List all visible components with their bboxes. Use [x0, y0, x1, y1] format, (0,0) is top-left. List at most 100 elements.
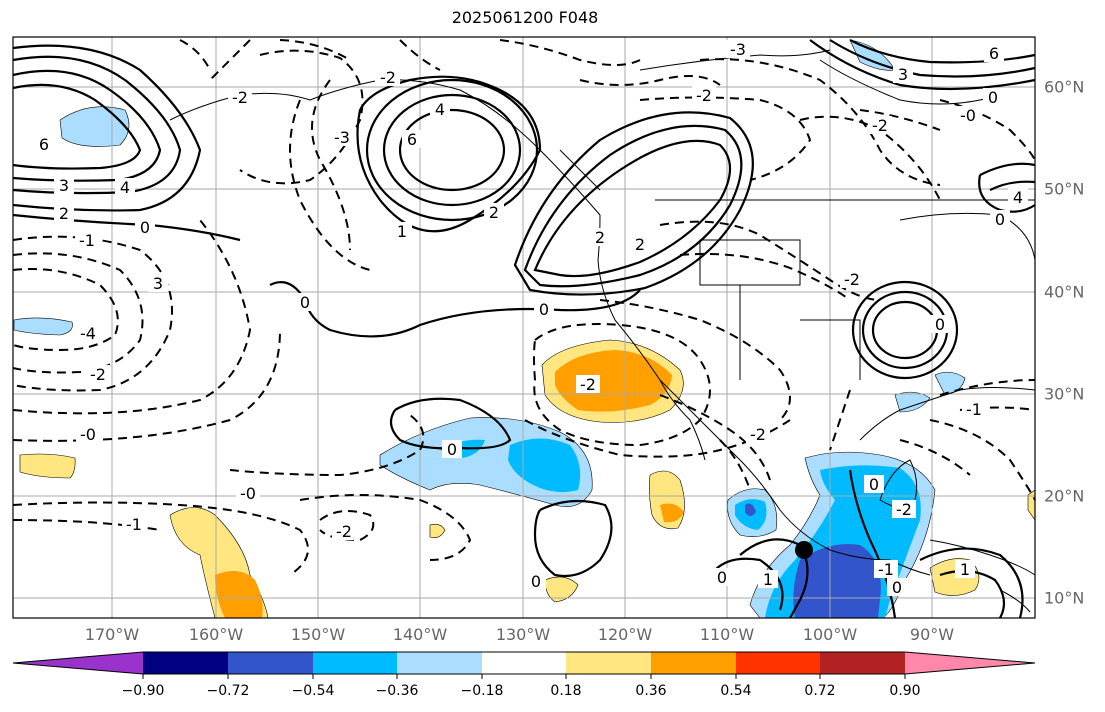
colorbar-swatch [651, 652, 736, 674]
fill-blue [745, 503, 756, 516]
contour-label: 0 [869, 475, 879, 494]
contour-label: -2 [872, 116, 888, 135]
contour-label: 3 [59, 176, 69, 195]
contour-label: -1 [126, 515, 142, 534]
contour-label: -0 [80, 425, 96, 444]
contour-labels: 6 3 4 2 0 -1 3 -4 -2 -0 4 6 -2 0 2 -2 -0… [34, 40, 1028, 597]
colorbar-tick-label: −0.18 [460, 683, 504, 699]
contour-label: 6 [989, 44, 999, 63]
contour-label: 2 [635, 235, 645, 254]
contour-label: -2 [232, 88, 248, 107]
colorbar-swatch [397, 652, 482, 674]
colorbar-extend-high [905, 652, 1035, 674]
lon-tick-label: 110°W [699, 625, 755, 644]
colorbar-tick-label: 0.18 [550, 683, 582, 699]
map-frame [12, 36, 1036, 619]
contour-label: 0 [988, 88, 998, 107]
lat-tick-label: 40°N [1044, 282, 1085, 302]
colorbar-tick-label: 0.72 [804, 683, 836, 699]
contour-label: 2 [59, 204, 69, 223]
fill-cyan [508, 438, 581, 493]
colorbar-swatch [313, 652, 397, 674]
contour-label: -2 [696, 86, 712, 105]
colorbar-swatch [228, 652, 313, 674]
contour-label: 0 [892, 578, 902, 597]
contour-label: 0 [717, 568, 727, 587]
colorbar-tick-label: 0.54 [720, 683, 752, 699]
contour-label: -1 [79, 231, 95, 250]
colorbar-swatch [566, 652, 651, 674]
lon-tick-label: 90°W [909, 625, 955, 644]
lon-tick-label: 150°W [290, 625, 346, 644]
lon-tick-label: 100°W [802, 625, 858, 644]
contour-label: 6 [407, 130, 417, 149]
colorbar-tick-label: −0.90 [121, 683, 165, 699]
contour-label: 4 [1013, 188, 1023, 207]
contour-label: -2 [844, 270, 860, 289]
contour-label: -3 [334, 128, 350, 147]
contour-label: 6 [39, 135, 49, 154]
fill-yellow [19, 453, 76, 479]
contour-label: -4 [80, 324, 96, 343]
lon-tick-label: 130°W [495, 625, 551, 644]
colorbar-tick-label: −0.54 [291, 683, 335, 699]
fill-yellow [544, 576, 579, 603]
colorbar-swatch [143, 652, 228, 674]
contour-label: 2 [489, 203, 499, 222]
contour-label: -3 [730, 40, 746, 59]
contours-dashed [12, 39, 1036, 576]
contour-label: 1 [397, 222, 407, 241]
map-title: 2025061200 F048 [451, 8, 599, 27]
contour-label: -2 [90, 365, 106, 384]
colorbar-tick-label: −0.72 [206, 683, 250, 699]
fill-light-blue [894, 391, 931, 413]
fill-light-blue [13, 317, 73, 336]
colorbar-swatch [736, 652, 820, 674]
storm-marker [795, 541, 813, 559]
lon-tick-label: 120°W [597, 625, 653, 644]
lat-tick-label: 60°N [1044, 77, 1085, 97]
colorbar-swatch [820, 652, 905, 674]
lat-tick-label: 50°N [1044, 179, 1085, 199]
fill-yellow [429, 523, 446, 538]
contour-label: -0 [960, 106, 976, 125]
contour-label: -1 [878, 560, 894, 579]
contour-label: 3 [153, 274, 163, 293]
fill-blue [793, 544, 881, 618]
contour-label: 3 [898, 65, 908, 84]
fill-light-blue [59, 106, 130, 147]
contour-label: 0 [300, 293, 310, 312]
lat-tick-label: 30°N [1044, 384, 1085, 404]
contour-label: 1 [763, 570, 773, 589]
fill-yellow [1027, 489, 1036, 521]
contour-label: -2 [896, 500, 912, 519]
contour-label: -2 [750, 425, 766, 444]
contour-label: 4 [120, 178, 130, 197]
contour-label: 0 [140, 218, 150, 237]
contour-label: -0 [240, 484, 256, 503]
fill-orange [555, 350, 672, 412]
fill-orange [660, 503, 684, 523]
colorbar [12, 651, 1036, 679]
lon-tick-label: 140°W [392, 625, 448, 644]
lon-tick-label: 170°W [84, 625, 140, 644]
contour-label: -2 [580, 375, 596, 394]
colorbar-tick-label: 0.90 [889, 683, 921, 699]
fill-light-blue [934, 371, 966, 396]
contour-label: 1 [960, 560, 970, 579]
contour-label: -2 [380, 68, 396, 87]
contour-label: 0 [539, 300, 549, 319]
contour-label: 0 [447, 440, 457, 459]
colorbar-extend-low [13, 652, 143, 674]
colorbar-tick-label: −0.36 [375, 683, 419, 699]
colorbar-tick-label: 0.36 [635, 683, 667, 699]
contour-label: -2 [336, 522, 352, 541]
fill-orange [215, 571, 263, 618]
contour-label: 4 [435, 100, 445, 119]
contour-label: -1 [966, 400, 982, 419]
colorbar-swatch [482, 652, 566, 674]
contour-label: 0 [935, 315, 945, 334]
lat-tick-label: 10°N [1044, 588, 1085, 608]
contour-label: 2 [595, 228, 605, 247]
